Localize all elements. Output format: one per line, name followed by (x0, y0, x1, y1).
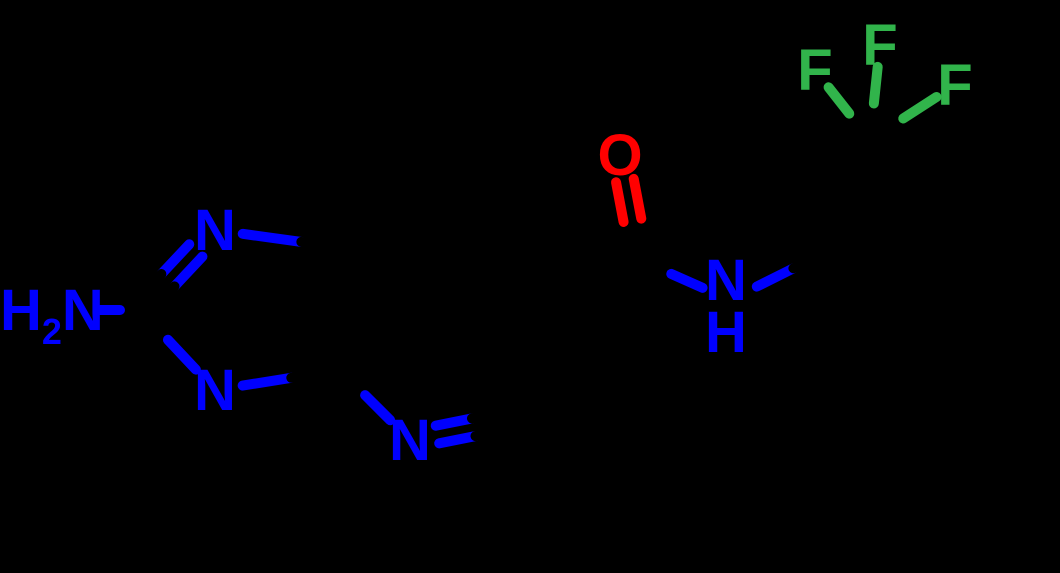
atom-n: N (194, 358, 236, 423)
atom-f: F (937, 53, 972, 118)
atom-h-on-n: H (705, 300, 747, 365)
atom-o: O (597, 123, 642, 188)
atom-f: F (797, 38, 832, 103)
atom-n: N (389, 408, 431, 473)
molecule-diagram: NNNOFFFH2NNH (0, 0, 1060, 573)
atom-f: F (862, 13, 897, 78)
atom-n: N (194, 198, 236, 263)
